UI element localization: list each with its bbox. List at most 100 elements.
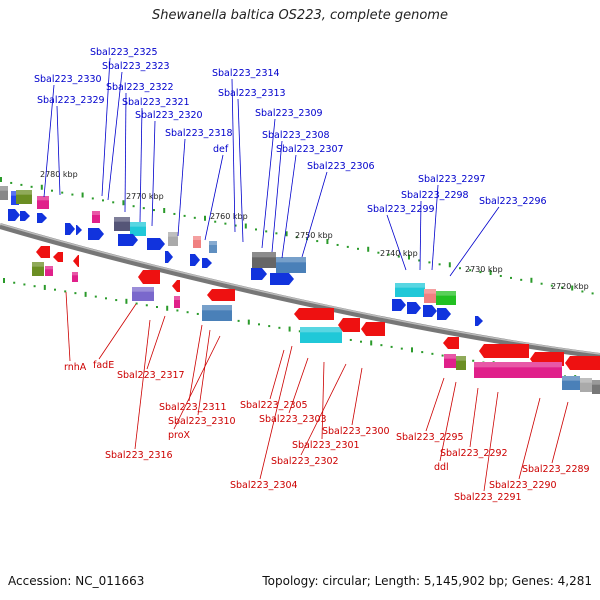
forward-gene-label: Sbal223_2313: [218, 88, 286, 99]
tick-dot: [204, 215, 206, 221]
tick-dot: [153, 209, 155, 212]
tick-dot: [316, 240, 319, 243]
forward-leader-line: [139, 107, 143, 223]
tick-dot: [237, 319, 240, 322]
gene-block-highlight: [72, 272, 78, 276]
gene-block: [193, 236, 201, 248]
forward-leader-line: [177, 138, 186, 237]
tick-dot: [448, 262, 451, 268]
tick-dot: [214, 220, 217, 223]
reverse-gene-label: Sbal223_2290: [489, 480, 557, 491]
gene-block-highlight: [202, 305, 232, 311]
gene-arrow-reverse: [36, 246, 50, 258]
tick-label: 2780 kbp: [40, 170, 78, 179]
gene-block: [436, 291, 456, 305]
forward-leader-line: [261, 118, 276, 249]
gene-block-highlight: [456, 356, 466, 361]
gene-arrow-forward: [392, 299, 406, 311]
reverse-gene-label: Sbal223_2310: [168, 416, 236, 427]
gene-arrow-reverse: [361, 322, 385, 336]
gene-block-highlight: [436, 291, 456, 296]
gene-arrow-forward: [407, 302, 421, 314]
forward-gene-label: Sbal223_2330: [34, 74, 102, 85]
forward-leader-line: [107, 71, 123, 201]
reverse-gene-label: Sbal223_2305: [240, 400, 308, 411]
tick-dot: [20, 183, 23, 186]
tick-dot: [349, 338, 352, 341]
tick-dot: [530, 277, 533, 283]
gene-arrow-reverse: [338, 318, 360, 332]
gene-block: [474, 362, 562, 378]
reverse-leader-line: [197, 329, 211, 416]
tick-dot: [390, 345, 393, 348]
gene-arrow-forward: [65, 223, 75, 235]
gene-block-highlight: [424, 289, 436, 294]
forward-leader-line: [237, 98, 244, 243]
reverse-leader-line: [469, 387, 479, 448]
forward-gene-label: Sbal223_2308: [262, 130, 330, 141]
tick-dot: [224, 222, 227, 225]
forward-gene-label: Sbal223_2323: [102, 61, 170, 72]
forward-gene-label: Sbal223_2329: [37, 95, 105, 106]
reverse-gene-label: Sbal223_2302: [271, 456, 339, 467]
gene-block: [130, 222, 146, 236]
tick-dot: [163, 208, 166, 214]
tick-label: 2730 kbp: [465, 265, 503, 274]
gene-block: [562, 376, 580, 390]
gene-block-highlight: [37, 196, 49, 201]
gene-block: [276, 257, 306, 273]
gene-arrow-forward: [147, 238, 165, 250]
gene-block: [395, 283, 425, 297]
tick-dot: [581, 290, 584, 293]
tick-dot: [408, 254, 410, 260]
reverse-leader-line: [439, 381, 457, 462]
tick-dot: [94, 295, 97, 298]
tick-dot: [132, 205, 135, 208]
gene-arrow-reverse: [53, 252, 63, 262]
gene-block-highlight: [444, 354, 456, 359]
forward-leader-line: [386, 214, 407, 271]
tick-dot: [418, 259, 421, 262]
reverse-gene-label: fadE: [93, 360, 114, 371]
gene-block: [11, 191, 19, 205]
gene-block: [168, 232, 178, 246]
tick-dot: [400, 347, 403, 350]
gene-block-highlight: [16, 190, 32, 195]
tick-dot: [298, 330, 301, 333]
reverse-gene-label: Sbal223_2316: [105, 450, 173, 461]
gene-arrow-forward: [165, 251, 173, 263]
gene-block-highlight: [592, 380, 600, 385]
tick-dot: [469, 269, 472, 272]
forward-gene-label: Sbal223_2307: [276, 144, 344, 155]
tick-dot: [472, 359, 475, 362]
gene-block-highlight: [580, 378, 592, 383]
gene-arrow-forward: [20, 211, 30, 221]
tick-dot: [360, 340, 362, 343]
tick-label: 2750 kbp: [295, 231, 333, 240]
reverse-leader-line: [259, 345, 293, 480]
reverse-leader-line: [300, 363, 347, 456]
tick-dot: [499, 274, 502, 277]
forward-leader-line: [151, 120, 156, 227]
gene-arrow-forward: [8, 209, 20, 221]
reverse-gene-label: Sbal223_2301: [292, 440, 360, 451]
gene-block-highlight: [130, 222, 146, 227]
gene-arrow-reverse: [479, 344, 529, 358]
tick-dot: [3, 278, 5, 283]
genome-summary: Topology: circular; Length: 5,145,902 bp…: [262, 574, 592, 588]
tick-dot: [459, 267, 461, 270]
gene-arrow-forward: [190, 254, 200, 266]
reverse-leader-line: [188, 324, 203, 402]
tick-dot: [183, 214, 186, 217]
reverse-gene-label: rnhA: [64, 362, 87, 373]
tick-dot: [438, 263, 441, 266]
reverse-gene-label: Sbal223_2311: [159, 402, 227, 413]
gene-block: [424, 289, 436, 303]
genome-backbone: [0, 223, 600, 359]
reverse-leader-line: [483, 391, 499, 492]
forward-gene-label: Sbal223_2297: [418, 174, 486, 185]
gene-block: [16, 190, 32, 204]
tick-dot: [346, 245, 349, 248]
reverse-gene-label: Sbal223_2292: [440, 448, 508, 459]
